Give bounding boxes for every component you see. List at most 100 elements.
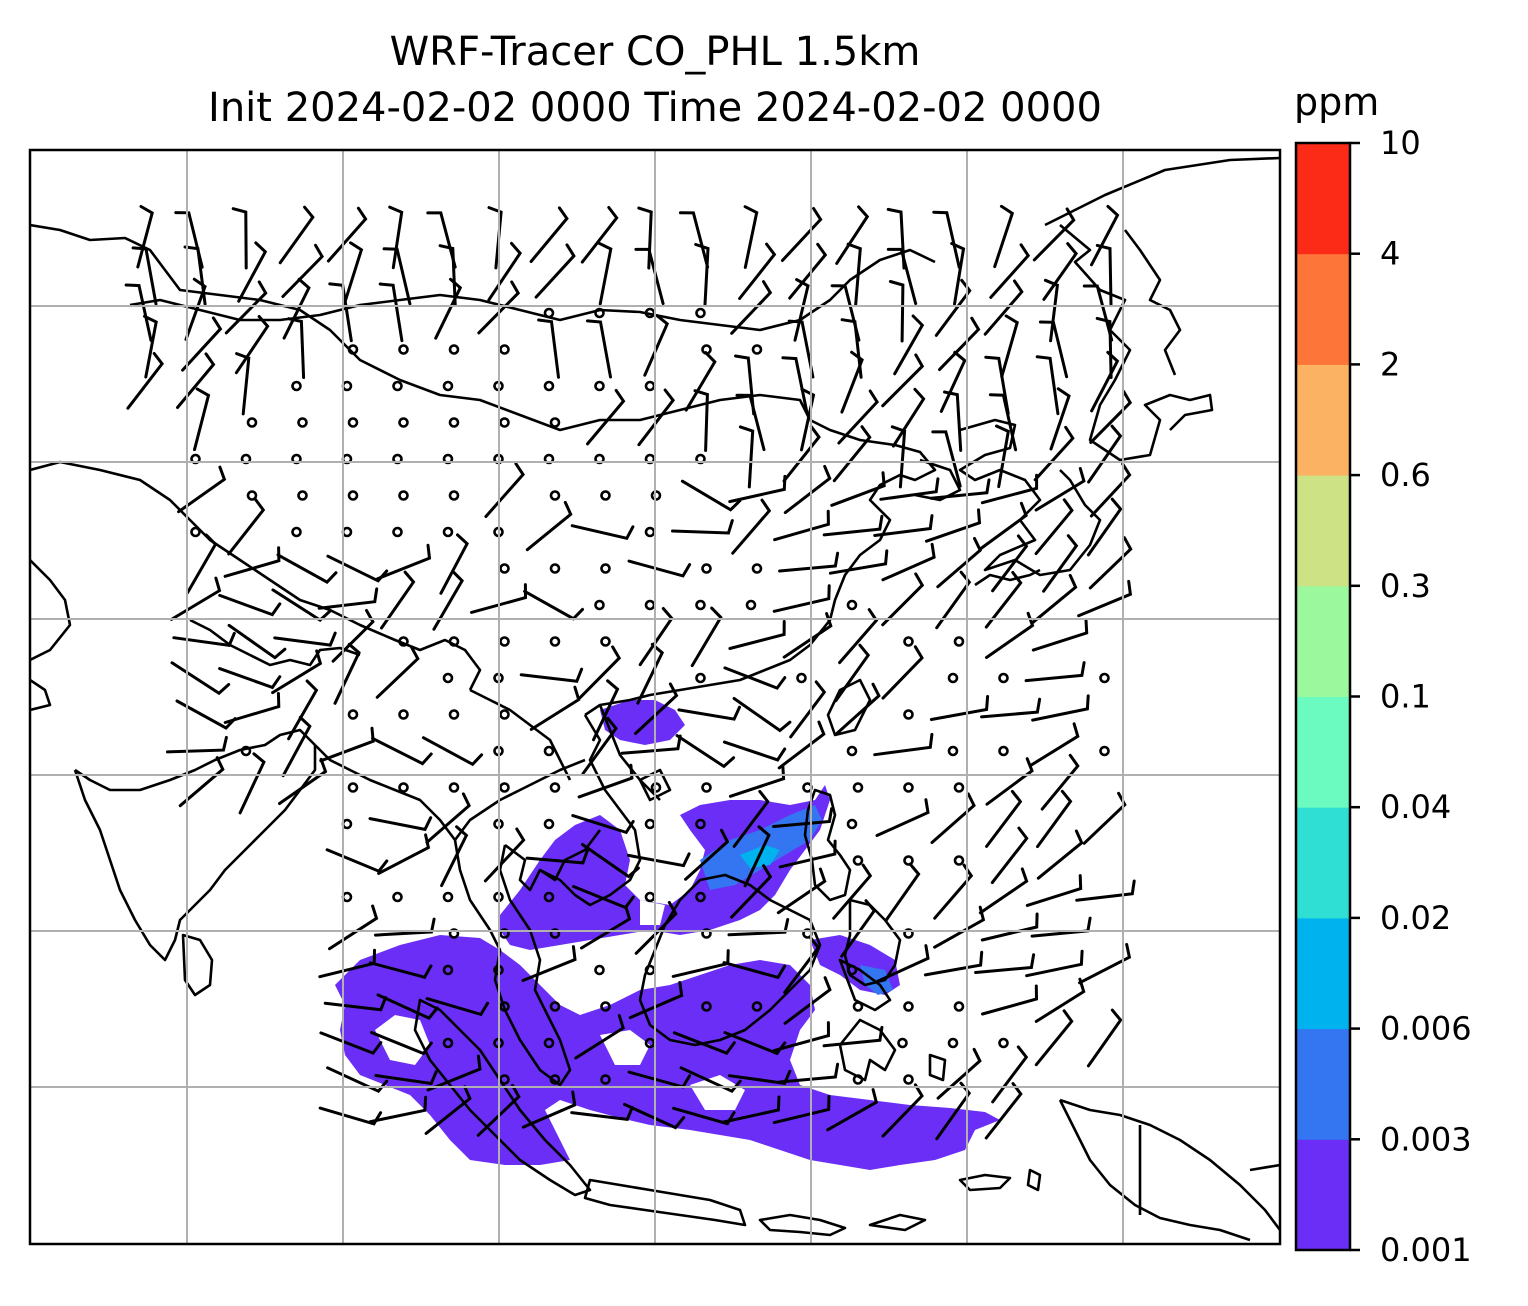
wind-barb (722, 1095, 781, 1124)
wind-barb (227, 623, 287, 660)
wind-barb (846, 242, 862, 306)
wind-barb (772, 1094, 831, 1125)
wind-barb (943, 390, 963, 452)
calm-wind-marker (543, 380, 555, 392)
wind-barb (487, 206, 503, 270)
calm-wind-marker (543, 1037, 555, 1049)
wind-barb (1032, 207, 1076, 262)
calm-wind-marker (398, 782, 409, 793)
calm-wind-marker (442, 526, 454, 538)
wind-barb (1025, 949, 1084, 978)
wind-barb (990, 826, 1029, 885)
wind-barb (875, 798, 930, 837)
colorbar-tick-label: 0.001 (1380, 1231, 1472, 1269)
wind-barb (980, 697, 1042, 719)
wind-barb (776, 867, 827, 915)
colorbar-tick-label: 2 (1380, 345, 1400, 383)
wind-barb (374, 1070, 438, 1086)
wind-barb (931, 430, 962, 488)
wind-barb (743, 205, 759, 269)
calm-wind-marker (499, 782, 510, 793)
calm-wind-marker (600, 1074, 611, 1085)
wind-barb (778, 551, 840, 573)
calm-wind-marker (897, 1037, 908, 1049)
calm-wind-marker (594, 964, 605, 976)
wind-barb (728, 764, 786, 798)
calm-wind-marker (846, 964, 858, 976)
wind-barb (1031, 694, 1090, 722)
wind-barb (643, 314, 670, 377)
wind-barb (1034, 1009, 1074, 1067)
wind-barb (1031, 618, 1089, 652)
wind-barb (735, 393, 766, 452)
wind-barb (984, 571, 1023, 629)
wind-barb (634, 900, 678, 955)
calm-wind-marker (543, 818, 555, 830)
plume-region (600, 700, 685, 745)
wind-barb (440, 825, 469, 888)
calm-wind-marker (291, 380, 302, 392)
wind-barb (271, 588, 332, 622)
calm-wind-marker (549, 563, 561, 574)
wind-barb (1000, 314, 1019, 378)
wind-barb (925, 508, 982, 543)
coastlines (30, 156, 1280, 1242)
wind-barb (432, 570, 464, 631)
wind-barb (326, 554, 389, 583)
wind-barb (830, 471, 886, 507)
wind-barb (677, 705, 741, 721)
plume-core-region (860, 965, 893, 995)
wind-barb (974, 953, 1036, 974)
calm-wind-marker (695, 818, 706, 830)
wind-barb (580, 905, 632, 950)
calm-wind-marker (347, 709, 359, 720)
calm-wind-marker (246, 490, 258, 501)
calm-wind-marker (448, 709, 460, 720)
wind-barb (223, 692, 281, 724)
wind-barb (980, 912, 1039, 942)
wind-barb (684, 351, 717, 412)
wind-barb (834, 643, 871, 703)
calm-wind-marker (903, 636, 914, 647)
wind-barb (438, 244, 457, 306)
wind-barb (1086, 497, 1123, 557)
calm-wind-marker (953, 855, 965, 866)
colorbar-tick-label: 10 (1380, 124, 1421, 162)
wind-barb (678, 211, 710, 269)
wind-barb (318, 1106, 383, 1126)
wind-barb (988, 393, 1018, 452)
wind-barb (772, 584, 831, 613)
calm-wind-marker (751, 1001, 763, 1012)
wind-barb (581, 843, 640, 879)
calm-wind-marker (846, 818, 858, 830)
colorbar-tick-label: 0.6 (1380, 456, 1431, 494)
wind-barb (1036, 789, 1073, 849)
wind-barb (978, 867, 1029, 915)
wind-barb (727, 1069, 792, 1085)
wind-barb (592, 679, 620, 742)
colorbar-segment (1296, 253, 1350, 365)
wind-barb (218, 593, 282, 617)
wind-barb (238, 752, 266, 815)
calm-wind-marker (448, 417, 460, 428)
calm-wind-marker (998, 1037, 1009, 1049)
wind-barb (370, 1031, 433, 1056)
wind-barb (377, 833, 431, 875)
calm-wind-marker (701, 928, 712, 939)
calm-wind-marker (695, 891, 706, 903)
wind-barb (476, 1083, 521, 1137)
wind-barb (777, 720, 826, 770)
calm-wind-marker (549, 928, 561, 939)
wind-barb (331, 609, 375, 663)
wind-barb (1088, 536, 1133, 590)
wind-barb (382, 247, 412, 306)
wind-barb (979, 501, 1028, 550)
wind-barb (326, 206, 368, 263)
wind-barb (778, 839, 837, 869)
wind-barb (1028, 722, 1080, 768)
wind-barb (684, 828, 730, 881)
wind-barb (782, 612, 833, 659)
wind-barb (627, 852, 691, 868)
wind-barb (328, 904, 379, 951)
